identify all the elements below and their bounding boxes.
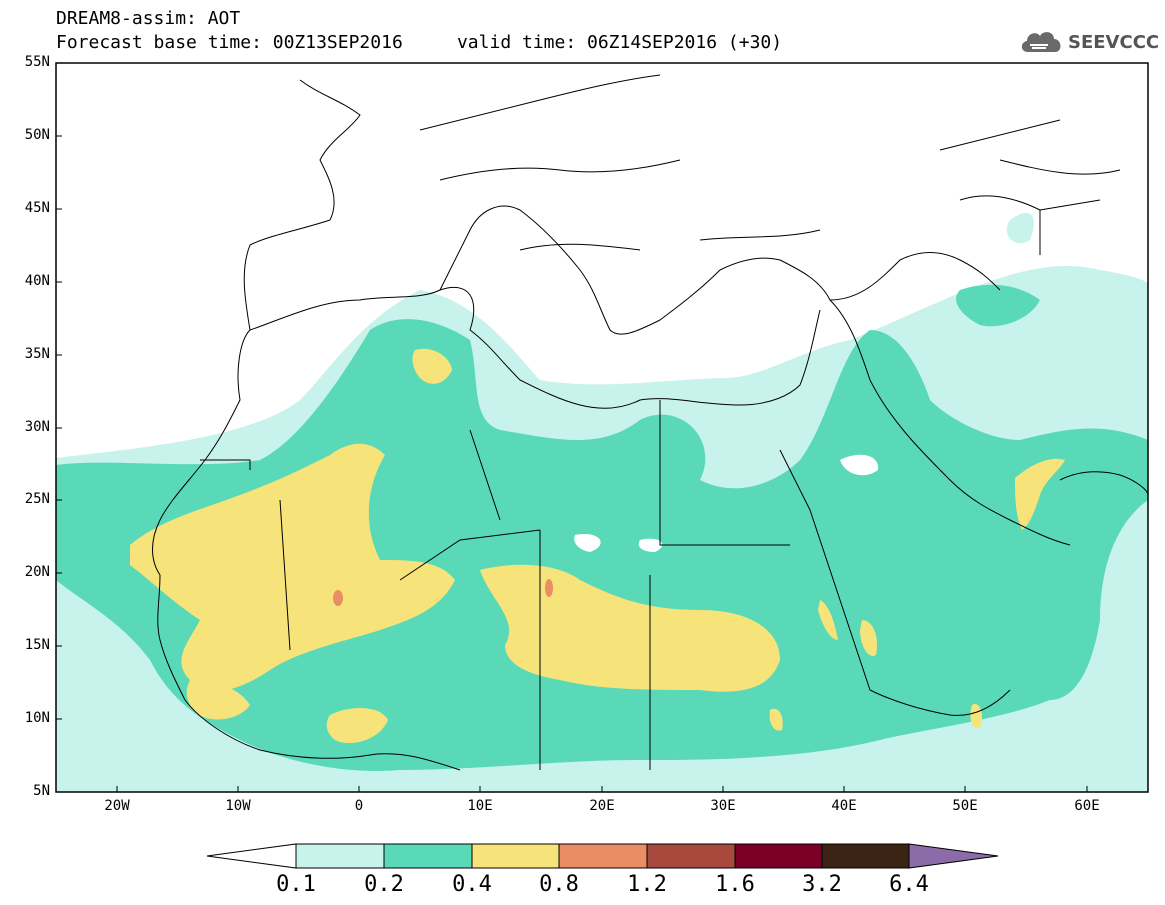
colorbar-over-arrow: [908, 843, 999, 869]
colorbar-segment: [471, 843, 560, 869]
lat-label: 25N: [24, 491, 50, 507]
aot-contour-level3: [186, 680, 250, 720]
lat-label: 35N: [24, 346, 50, 362]
lat-label: 5N: [33, 783, 50, 799]
lat-label: 15N: [24, 637, 50, 653]
lon-label: 40E: [831, 798, 857, 814]
aot-contour-level3: [818, 600, 838, 640]
map-title: DREAM8-assim: AOT: [56, 8, 241, 29]
aot-clear-area: [574, 533, 601, 552]
colorbar-segment: [558, 843, 648, 869]
colorbar-label: 0.4: [452, 872, 492, 897]
colorbar-label: 1.6: [715, 872, 755, 897]
aot-contour-level4: [545, 579, 553, 597]
lat-label: 40N: [24, 273, 50, 289]
lon-label: 50E: [952, 798, 978, 814]
lon-label: 10W: [225, 798, 251, 814]
colorbar-label: 0.1: [276, 872, 316, 897]
lon-label: 0: [354, 798, 364, 814]
colorbar-segment: [734, 843, 823, 869]
colorbar-under-arrow: [206, 843, 297, 869]
aot-contour-level3: [480, 564, 780, 692]
axis-ticks: [56, 62, 1088, 792]
colorbar-label: 1.2: [627, 872, 667, 897]
aot-contour-level3: [769, 708, 783, 731]
aot-contour-level3: [412, 348, 452, 384]
colorbar-segment: [295, 843, 385, 869]
forecast-time: Forecast base time: 00Z13SEP2016 valid t…: [56, 32, 783, 53]
lon-label: 20E: [589, 798, 615, 814]
lon-label: 10E: [467, 798, 493, 814]
colorbar-segment: [821, 843, 910, 869]
colorbar-segment: [383, 843, 473, 869]
aot-contour-level3: [860, 620, 878, 656]
lat-label: 30N: [24, 419, 50, 435]
colorbar-label: 3.2: [802, 872, 842, 897]
lon-label: 20W: [104, 798, 130, 814]
colorbar-label: 0.8: [539, 872, 579, 897]
aot-clear-area: [638, 538, 663, 552]
lon-label: 60E: [1074, 798, 1100, 814]
aot-contour-level4: [333, 590, 343, 606]
colorbar-label: 0.2: [364, 872, 404, 897]
lat-label: 45N: [24, 200, 50, 216]
lat-label: 20N: [24, 564, 50, 580]
aot-field: [56, 212, 1148, 792]
aot-contour-level3: [1015, 458, 1065, 530]
aot-contour-level1: [56, 599, 93, 670]
lon-label: 30E: [710, 798, 736, 814]
lat-label: 10N: [24, 710, 50, 726]
aot-contour-level3: [130, 443, 455, 691]
colorbar-segment: [646, 843, 736, 869]
aot-contour-level1: [1006, 212, 1034, 244]
aot-contour-level3: [326, 708, 388, 744]
cloud-icon: [1021, 32, 1061, 52]
aot-contour-level2: [956, 284, 1040, 327]
aot-contour-level2: [56, 319, 1148, 771]
coastlines: [152, 74, 1148, 771]
lat-label: 50N: [24, 127, 50, 143]
colorbar: [206, 843, 999, 869]
aot-contour-level3: [970, 704, 983, 729]
colorbar-label: 6.4: [889, 872, 929, 897]
aot-clear-area: [840, 454, 879, 476]
lat-label: 55N: [24, 54, 50, 70]
seevccc-logo: SEEVCCC: [1018, 26, 1160, 58]
logo-text: SEEVCCC: [1068, 32, 1160, 53]
